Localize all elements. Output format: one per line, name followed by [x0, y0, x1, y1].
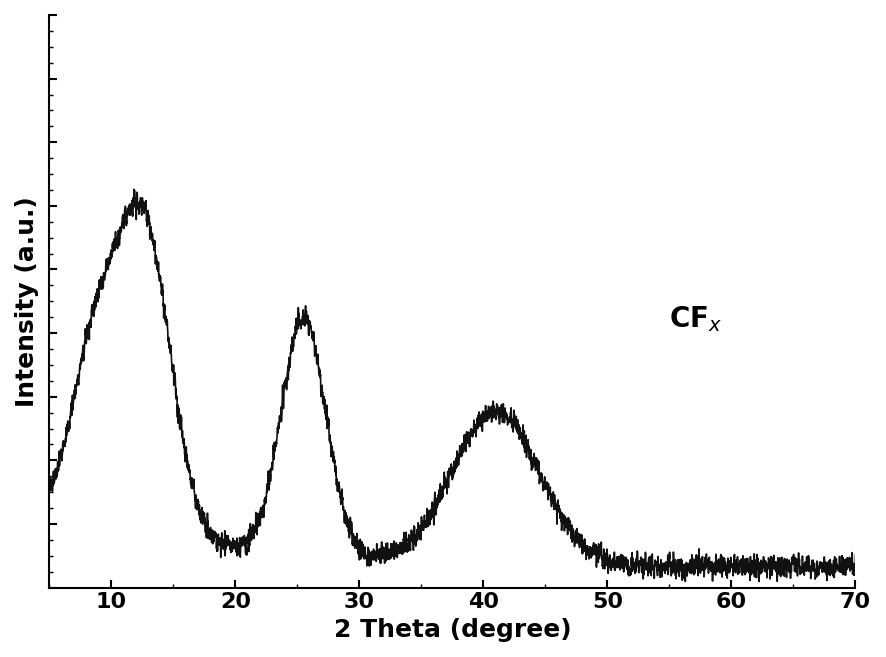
Text: CF$_x$: CF$_x$ [670, 304, 723, 334]
Y-axis label: Intensity (a.u.): Intensity (a.u.) [15, 196, 39, 407]
X-axis label: 2 Theta (degree): 2 Theta (degree) [334, 618, 571, 642]
